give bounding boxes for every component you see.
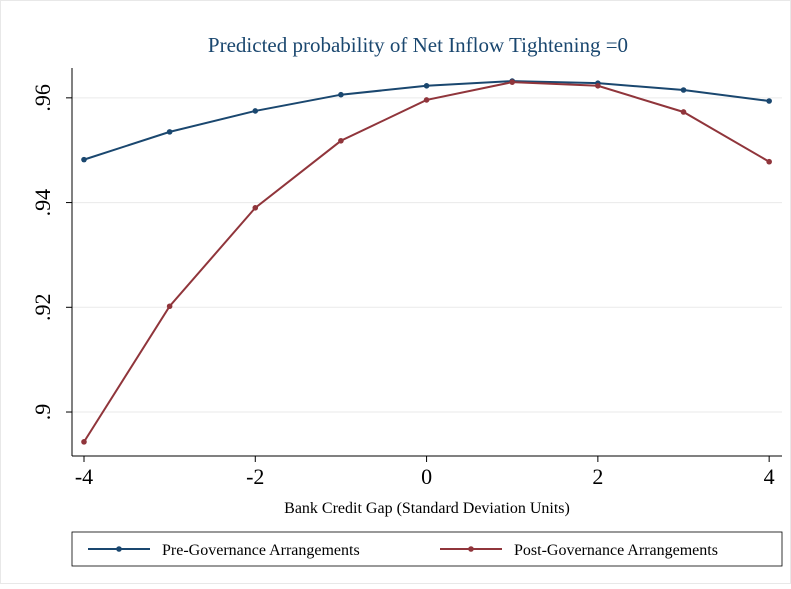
- y-tick-label: .9: [30, 404, 55, 421]
- x-tick-label: -2: [246, 464, 264, 489]
- legend-marker: [468, 546, 474, 552]
- point: [81, 156, 87, 163]
- y-tick-label: .94: [30, 189, 55, 217]
- legend-label: Post-Governance Arrangements: [514, 542, 718, 559]
- point: [423, 97, 430, 103]
- x-tick-label: -4: [75, 464, 93, 489]
- x-axis-label: Bank Credit Gap (Standard Deviation Unit…: [284, 500, 570, 517]
- x-tick-label: 4: [764, 464, 775, 489]
- point: [252, 205, 259, 211]
- point: [338, 91, 344, 98]
- point: [81, 439, 87, 445]
- point: [766, 98, 772, 104]
- y-tick-label: .92: [30, 294, 55, 322]
- point: [509, 79, 516, 85]
- legend-box: [71, 531, 783, 567]
- y-tick-label: .96: [30, 84, 55, 112]
- legend-label: Pre-Governance Arrangements: [162, 542, 360, 559]
- point: [338, 137, 344, 144]
- chart-title: Predicted probability of Net Inflow Tigh…: [208, 33, 628, 57]
- point: [680, 87, 687, 93]
- point: [423, 83, 430, 89]
- legend-marker: [116, 546, 122, 552]
- point: [680, 109, 687, 115]
- point: [766, 158, 772, 165]
- point: [166, 129, 173, 135]
- point: [595, 83, 601, 89]
- point: [166, 303, 173, 310]
- point: [252, 108, 259, 114]
- x-tick-label: 2: [592, 464, 603, 489]
- x-tick-label: 0: [421, 464, 432, 489]
